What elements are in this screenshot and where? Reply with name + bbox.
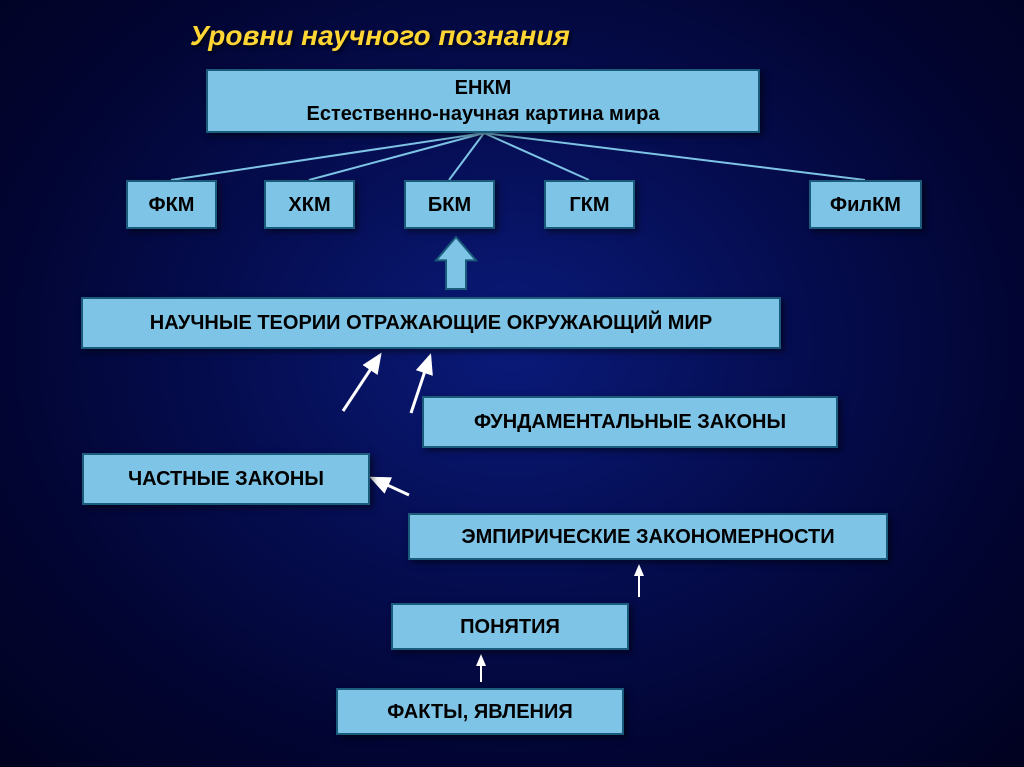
node-fkm: ФКМ	[126, 180, 217, 229]
node-theories: НАУЧНЫЕ ТЕОРИИ ОТРАЖАЮЩИЕ ОКРУЖАЮЩИЙ МИР	[81, 297, 781, 349]
node-gkm: ГКМ	[544, 180, 635, 229]
node-empir: ЭМПИРИЧЕСКИЕ ЗАКОНОМЕРНОСТИ	[408, 513, 888, 560]
node-enkm: ЕНКМЕстественно-научная картина мира	[206, 69, 760, 133]
node-privlaws: ЧАСТНЫЕ ЗАКОНЫ	[82, 453, 370, 505]
node-bkm: БКМ	[404, 180, 495, 229]
node-facts: ФАКТЫ, ЯВЛЕНИЯ	[336, 688, 624, 735]
node-concepts: ПОНЯТИЯ	[391, 603, 629, 650]
node-fundlaws: ФУНДАМЕНТАЛЬНЫЕ ЗАКОНЫ	[422, 396, 838, 448]
node-filkm: ФилКМ	[809, 180, 922, 229]
node-xkm: ХКМ	[264, 180, 355, 229]
page-title: Уровни научного познания	[190, 20, 570, 52]
